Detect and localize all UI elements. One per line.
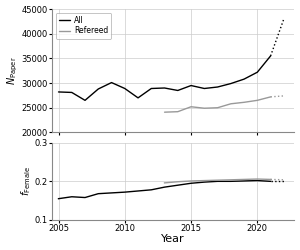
Refereed xyxy=(269,96,272,98)
All xyxy=(110,81,113,84)
Refereed xyxy=(176,110,180,113)
All xyxy=(123,87,127,90)
All xyxy=(202,87,206,90)
Y-axis label: $f_\mathrm{Female}$: $f_\mathrm{Female}$ xyxy=(19,166,33,196)
Line: Refereed: Refereed xyxy=(164,97,271,112)
All xyxy=(57,90,60,94)
All xyxy=(216,86,219,88)
All xyxy=(149,87,153,90)
All xyxy=(176,89,180,92)
Line: All: All xyxy=(58,56,271,100)
Y-axis label: $N_\mathrm{Paper}$: $N_\mathrm{Paper}$ xyxy=(6,56,20,85)
Refereed xyxy=(189,105,193,108)
All xyxy=(229,82,232,85)
All xyxy=(70,91,74,94)
Refereed xyxy=(202,107,206,110)
Refereed xyxy=(242,101,246,104)
All xyxy=(242,78,246,80)
Refereed xyxy=(216,106,219,109)
X-axis label: Year: Year xyxy=(161,234,185,244)
All xyxy=(97,88,100,90)
All xyxy=(189,84,193,87)
All xyxy=(163,86,166,90)
Refereed xyxy=(229,102,232,105)
All xyxy=(256,71,259,74)
All xyxy=(83,99,87,102)
All xyxy=(269,54,272,58)
Refereed xyxy=(256,99,259,102)
All xyxy=(136,96,140,99)
Refereed xyxy=(163,111,166,114)
Legend: All, Refereed: All, Refereed xyxy=(56,13,111,38)
